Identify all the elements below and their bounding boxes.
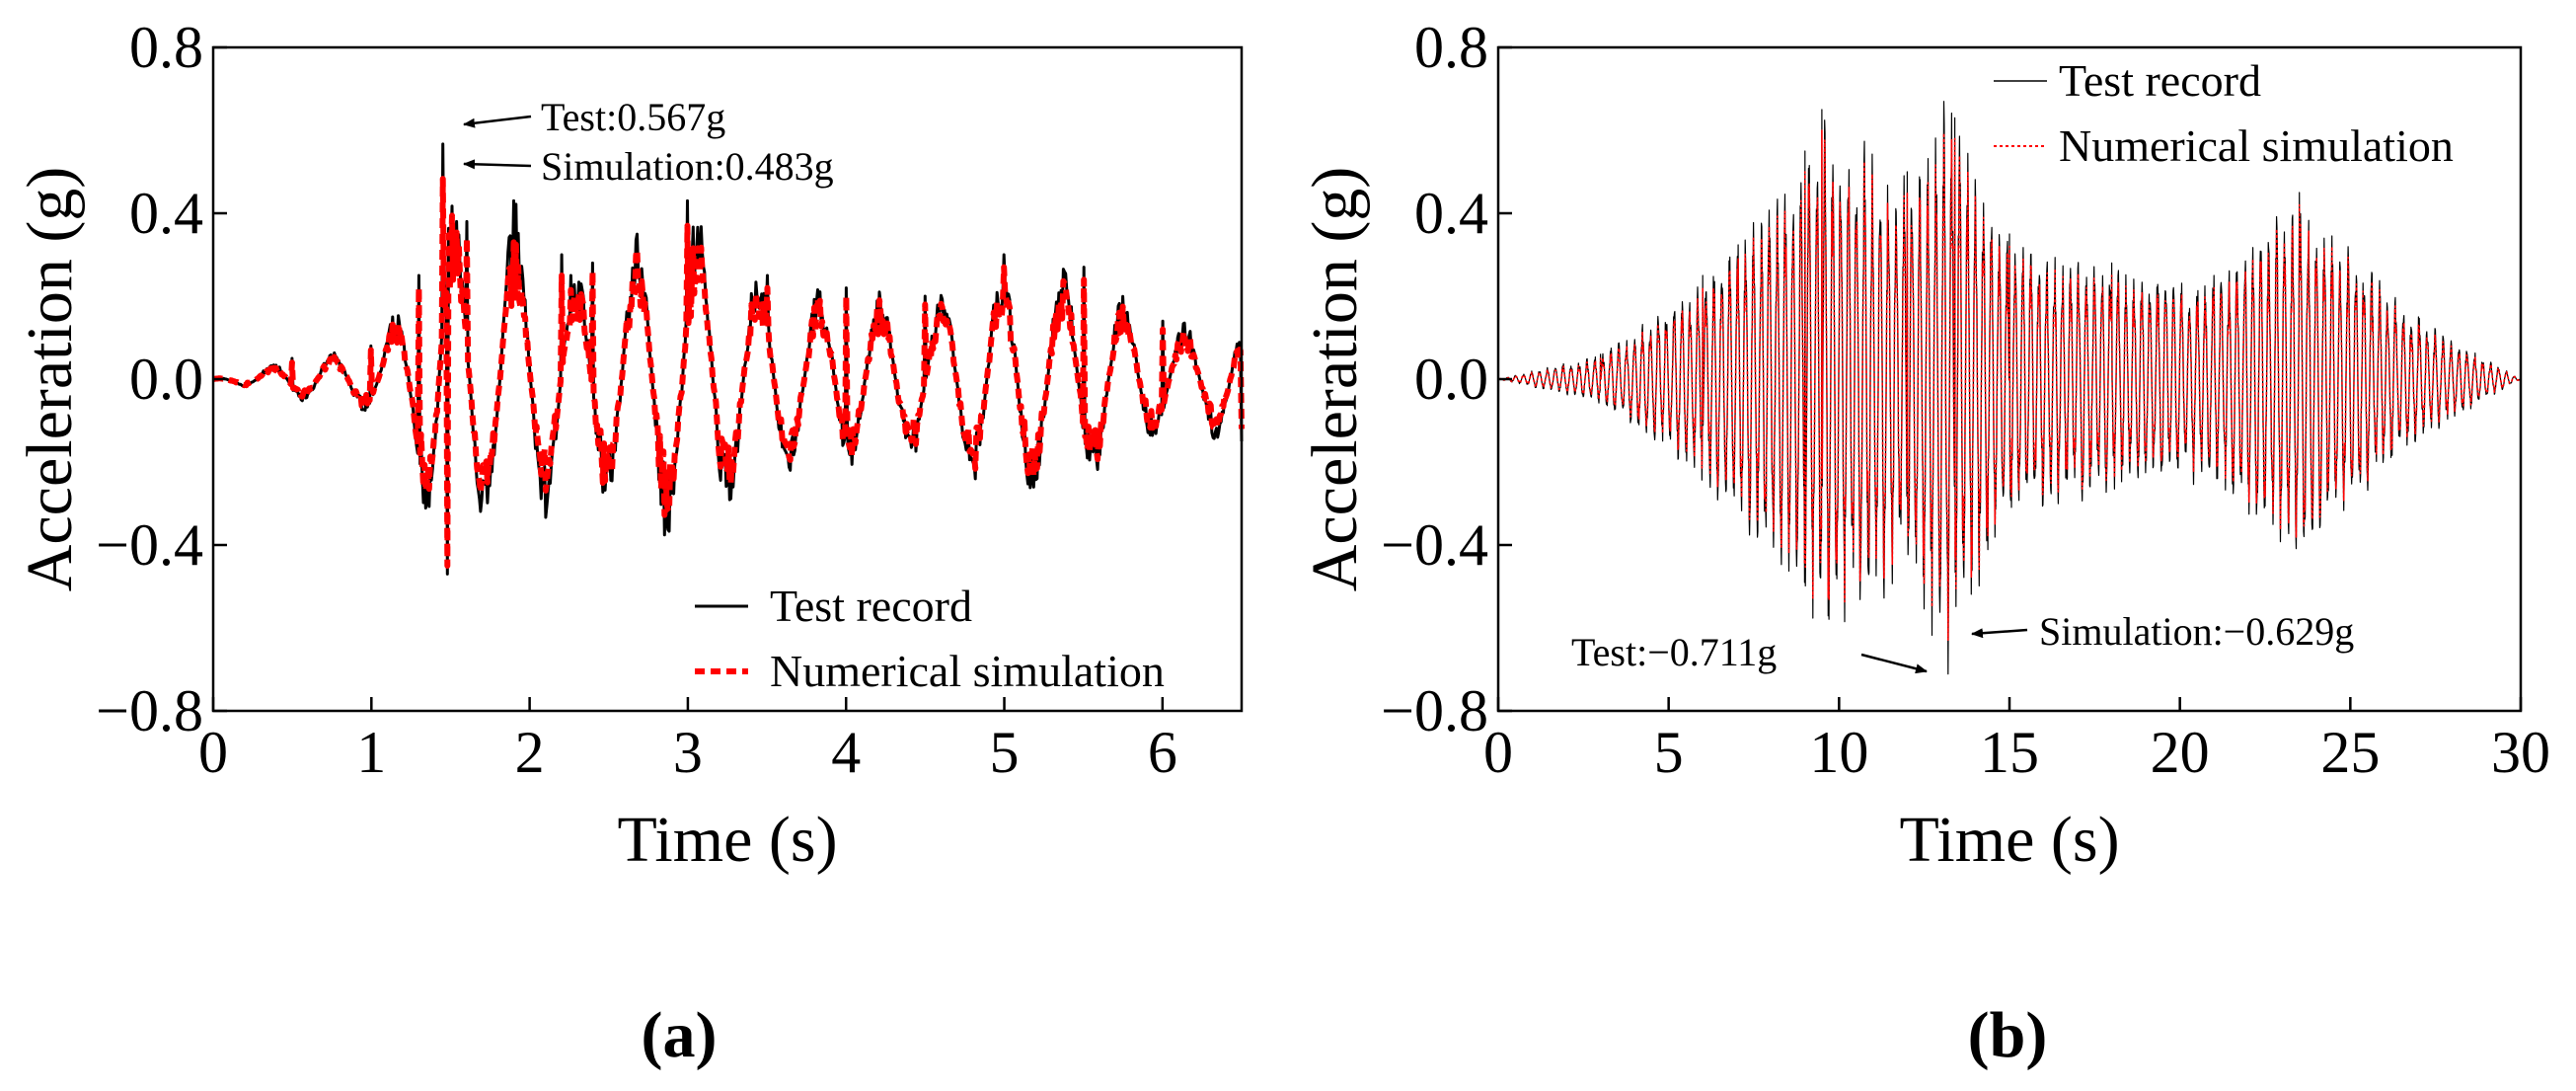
chart-b-legend-label-simulation: Numerical simulation	[2059, 120, 2454, 171]
y-tick-label: −0.8	[1381, 678, 1488, 743]
chart-b: 0.8 0.4 0.0 −0.4 −0.8 0 5 10 15 20 25 30 Accelerat…	[1299, 15, 2550, 1071]
panel-b-label: (b)	[1968, 999, 2048, 1071]
y-tick-label: 0.8	[1414, 15, 1488, 80]
x-tick-label: 5	[990, 720, 1020, 785]
x-tick-label: 1	[356, 720, 386, 785]
y-tick-label: −0.8	[96, 678, 203, 743]
chart-a-annotation-test: Test:0.567g	[463, 95, 725, 139]
x-tick-label: 0	[198, 720, 228, 785]
chart-a-legend: Test record Numerical simulation	[695, 581, 1165, 696]
panel-a-label: (a)	[642, 999, 718, 1071]
chart-a-annotation-test-text: Test:0.567g	[541, 95, 725, 139]
chart-a-annotation-simulation: Simulation:0.483g	[463, 144, 834, 189]
chart-b-series-test-record	[1497, 101, 2522, 675]
chart-a-y-axis-label: Acceleration (g)	[14, 167, 86, 592]
series-line	[1497, 129, 2522, 642]
x-tick-label: 30	[2491, 720, 2550, 785]
chart-b-x-axis-label: Time (s)	[1899, 804, 2119, 876]
y-tick-label: 0.0	[129, 347, 203, 412]
chart-b-x-axis: 0 5 10 15 20 25 30	[1483, 697, 2550, 785]
x-tick-label: 25	[2320, 720, 2380, 785]
x-tick-label: 2	[515, 720, 545, 785]
chart-a-annotation-test-arrow	[463, 115, 532, 128]
x-tick-label: 20	[2151, 720, 2210, 785]
x-tick-label: 0	[1483, 720, 1513, 785]
y-tick-label: 0.0	[1414, 347, 1488, 412]
chart-a-annotation-simulation-arrow	[463, 159, 532, 170]
series-line	[211, 176, 1245, 569]
chart-b-legend-label-test: Test record	[2059, 55, 2261, 106]
chart-b-annotation-test-text: Test:−0.711g	[1571, 630, 1777, 674]
chart-a-x-axis: 0 1 2 3 4 5 6	[198, 697, 1177, 785]
chart-b-annotation-test: Test:−0.711g	[1571, 630, 1928, 674]
y-tick-label: 0.4	[1414, 181, 1488, 246]
y-tick-label: −0.4	[1381, 512, 1488, 578]
chart-a-series-numerical-simulation	[211, 176, 1245, 569]
chart-a-annotation-simulation-text: Simulation:0.483g	[541, 144, 834, 189]
chart-b-series-numerical-simulation	[1497, 129, 2522, 642]
chart-a: 0.8 0.4 0.0 −0.4 −0.8 0 1 2 3 4 5 6 Acceleration (…	[14, 15, 1245, 1071]
y-tick-label: −0.4	[96, 512, 203, 578]
x-tick-label: 4	[831, 720, 861, 785]
chart-a-x-axis-label: Time (s)	[617, 804, 837, 876]
chart-b-y-axis-label: Acceleration (g)	[1299, 167, 1371, 592]
chart-a-legend-label-simulation: Numerical simulation	[770, 646, 1165, 696]
chart-b-annotation-simulation: Simulation:−0.629g	[1971, 609, 2354, 654]
x-tick-label: 6	[1148, 720, 1177, 785]
chart-a-plot-area	[211, 142, 1245, 576]
chart-b-annotation-simulation-arrow	[1971, 628, 2028, 639]
chart-b-annotation-simulation-text: Simulation:−0.629g	[2039, 609, 2354, 654]
x-tick-label: 10	[1809, 720, 1868, 785]
x-tick-label: 5	[1654, 720, 1684, 785]
y-tick-label: 0.8	[129, 15, 203, 80]
x-tick-label: 3	[673, 720, 703, 785]
chart-a-y-axis: 0.8 0.4 0.0 −0.4 −0.8	[96, 15, 227, 743]
y-tick-label: 0.4	[129, 181, 203, 246]
chart-a-legend-label-test: Test record	[770, 581, 972, 631]
chart-b-legend: Test record Numerical simulation	[1994, 55, 2454, 171]
x-tick-label: 15	[1980, 720, 2039, 785]
series-line	[1497, 101, 2522, 675]
chart-b-y-axis: 0.8 0.4 0.0 −0.4 −0.8	[1381, 15, 1512, 743]
chart-b-plot-area	[1497, 101, 2522, 675]
chart-b-annotation-test-arrow	[1860, 653, 1928, 674]
